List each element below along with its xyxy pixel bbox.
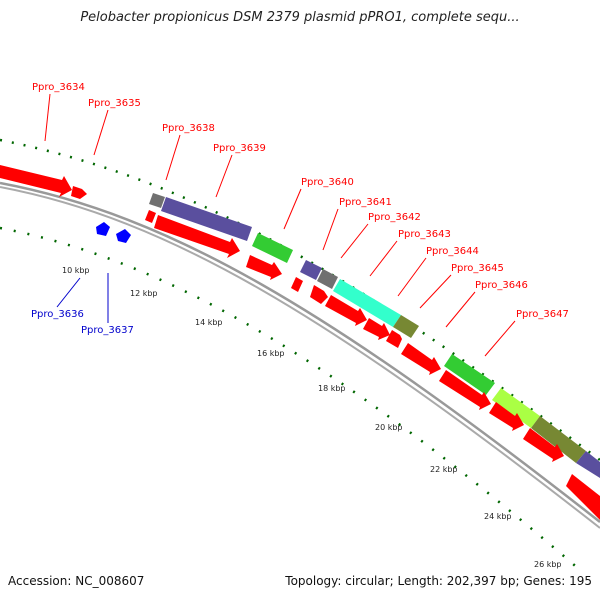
gene-label[interactable]: Ppro_3644 — [426, 246, 479, 257]
accession-text: Accession: NC_008607 — [8, 574, 145, 588]
gene-label-leader — [215, 154, 233, 198]
gene-label-leader — [322, 208, 339, 251]
tick-label: 24 kbp — [484, 512, 512, 521]
gene-label[interactable]: Ppro_3643 — [398, 229, 451, 240]
gene-arrow-3641-red[interactable] — [291, 277, 303, 292]
gene-arrow-3637[interactable] — [116, 229, 131, 243]
gene-box-3639-purple[interactable] — [161, 197, 252, 241]
gene-label-leader — [93, 109, 109, 156]
gene-label[interactable]: Ppro_3642 — [368, 212, 421, 223]
gene-box-3642-gray[interactable] — [317, 269, 338, 289]
feature-layer — [0, 165, 600, 520]
gene-label-leader — [283, 188, 302, 230]
gene-box-3640-green[interactable] — [252, 233, 293, 263]
gene-arrow-3644-red[interactable] — [363, 318, 390, 340]
gene-label[interactable]: Ppro_3634 — [32, 82, 85, 93]
gene-arrow-3636[interactable] — [96, 222, 110, 236]
gene-label[interactable]: Ppro_3636 — [31, 309, 84, 320]
gene-label[interactable]: Ppro_3635 — [88, 98, 141, 109]
gene-box-olive-2[interactable] — [531, 416, 586, 463]
tick-label: 20 kbp — [375, 423, 403, 432]
gene-label[interactable]: Ppro_3646 — [475, 280, 528, 291]
gene-label[interactable]: Ppro_3638 — [162, 123, 215, 134]
tick-label: 18 kbp — [318, 384, 346, 393]
gene-arrow-red-4[interactable] — [566, 474, 600, 520]
gene-box-3638-gray[interactable] — [149, 193, 165, 208]
gene-box-3644-olive[interactable] — [393, 315, 419, 338]
gene-label-leader — [369, 240, 398, 277]
gene-box-3647-lime[interactable] — [492, 388, 540, 428]
tick-label-layer: 10 kbp 12 kbp 14 kbp 16 kbp 18 kbp 20 kbp 22 k… — [62, 266, 562, 569]
gene-label-leader — [165, 134, 181, 181]
gene-arrow-red-2[interactable] — [489, 402, 524, 431]
gene-arrow-3643-red[interactable] — [325, 295, 367, 326]
tick-label: 16 kbp — [257, 349, 285, 358]
gene-arrow-3647-red[interactable] — [439, 370, 491, 410]
gene-arrow-3638-red[interactable] — [145, 210, 156, 223]
tick-label: 12 kbp — [130, 289, 158, 298]
gene-arrow-3642-red[interactable] — [310, 285, 328, 304]
gene-label[interactable]: Ppro_3641 — [339, 197, 392, 208]
gene-label[interactable]: Ppro_3645 — [451, 263, 504, 274]
gene-label-leader — [445, 291, 476, 328]
backbone-outer-line — [0, 181, 600, 523]
gene-box-3646-green[interactable] — [444, 354, 495, 395]
gene-label[interactable]: Ppro_3647 — [516, 309, 569, 320]
gene-arrow-3646-red[interactable] — [401, 343, 441, 375]
gene-label[interactable]: Ppro_3637 — [81, 325, 134, 336]
tick-label: 26 kbp — [534, 560, 562, 569]
gene-arrow-3645-red[interactable] — [386, 330, 402, 348]
gene-label-leader — [397, 257, 427, 297]
gene-label-leader — [340, 223, 369, 259]
gene-label[interactable]: Ppro_3639 — [213, 143, 266, 154]
gene-arrow-3634[interactable] — [0, 165, 72, 197]
gene-label-leader — [44, 93, 51, 142]
tick-label: 22 kbp — [430, 465, 458, 474]
gene-box-3643-aqua[interactable] — [333, 279, 401, 327]
gene-arrow-3640-red[interactable] — [246, 255, 282, 280]
inner-tick-track — [0, 226, 581, 571]
gene-label-leader — [56, 277, 81, 308]
gene-box-3641-purple[interactable] — [300, 260, 322, 280]
gene-label-leader — [484, 320, 516, 357]
tick-label: 14 kbp — [195, 318, 223, 327]
map-title: Pelobacter propionicus DSM 2379 plasmid … — [80, 10, 520, 25]
outer-tick-track — [0, 138, 600, 462]
tick-label: 10 kbp — [62, 266, 90, 275]
gene-box-purple-2[interactable] — [576, 451, 600, 478]
gene-label-leader — [419, 274, 452, 309]
gene-arrow-3635[interactable] — [71, 186, 87, 199]
gene-arrow-red-3[interactable] — [523, 428, 564, 462]
gene-arrow-3639-red[interactable] — [154, 215, 240, 258]
backbone-inner-line — [0, 186, 600, 529]
gene-label[interactable]: Ppro_3640 — [301, 177, 354, 188]
topology-text: Topology: circular; Length: 202,397 bp; … — [285, 574, 592, 588]
